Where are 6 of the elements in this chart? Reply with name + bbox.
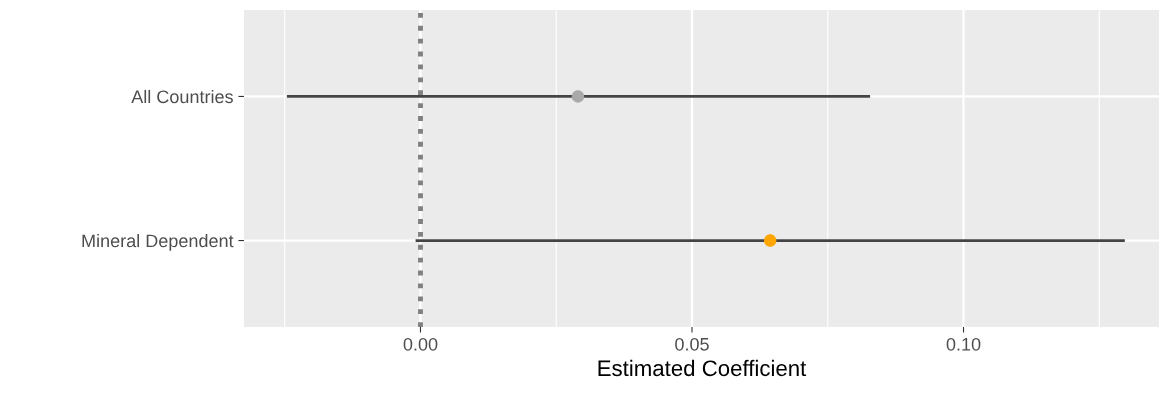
y-tick-label: Mineral Dependent <box>82 234 234 251</box>
x-tick-label: 0.10 <box>946 337 981 351</box>
x-tick-label: 0.00 <box>403 337 438 351</box>
x-axis-title: Estimated Coefficient <box>598 359 807 377</box>
y-tick-label: All Countries <box>131 89 233 104</box>
x-tick-label: 0.05 <box>675 337 709 351</box>
